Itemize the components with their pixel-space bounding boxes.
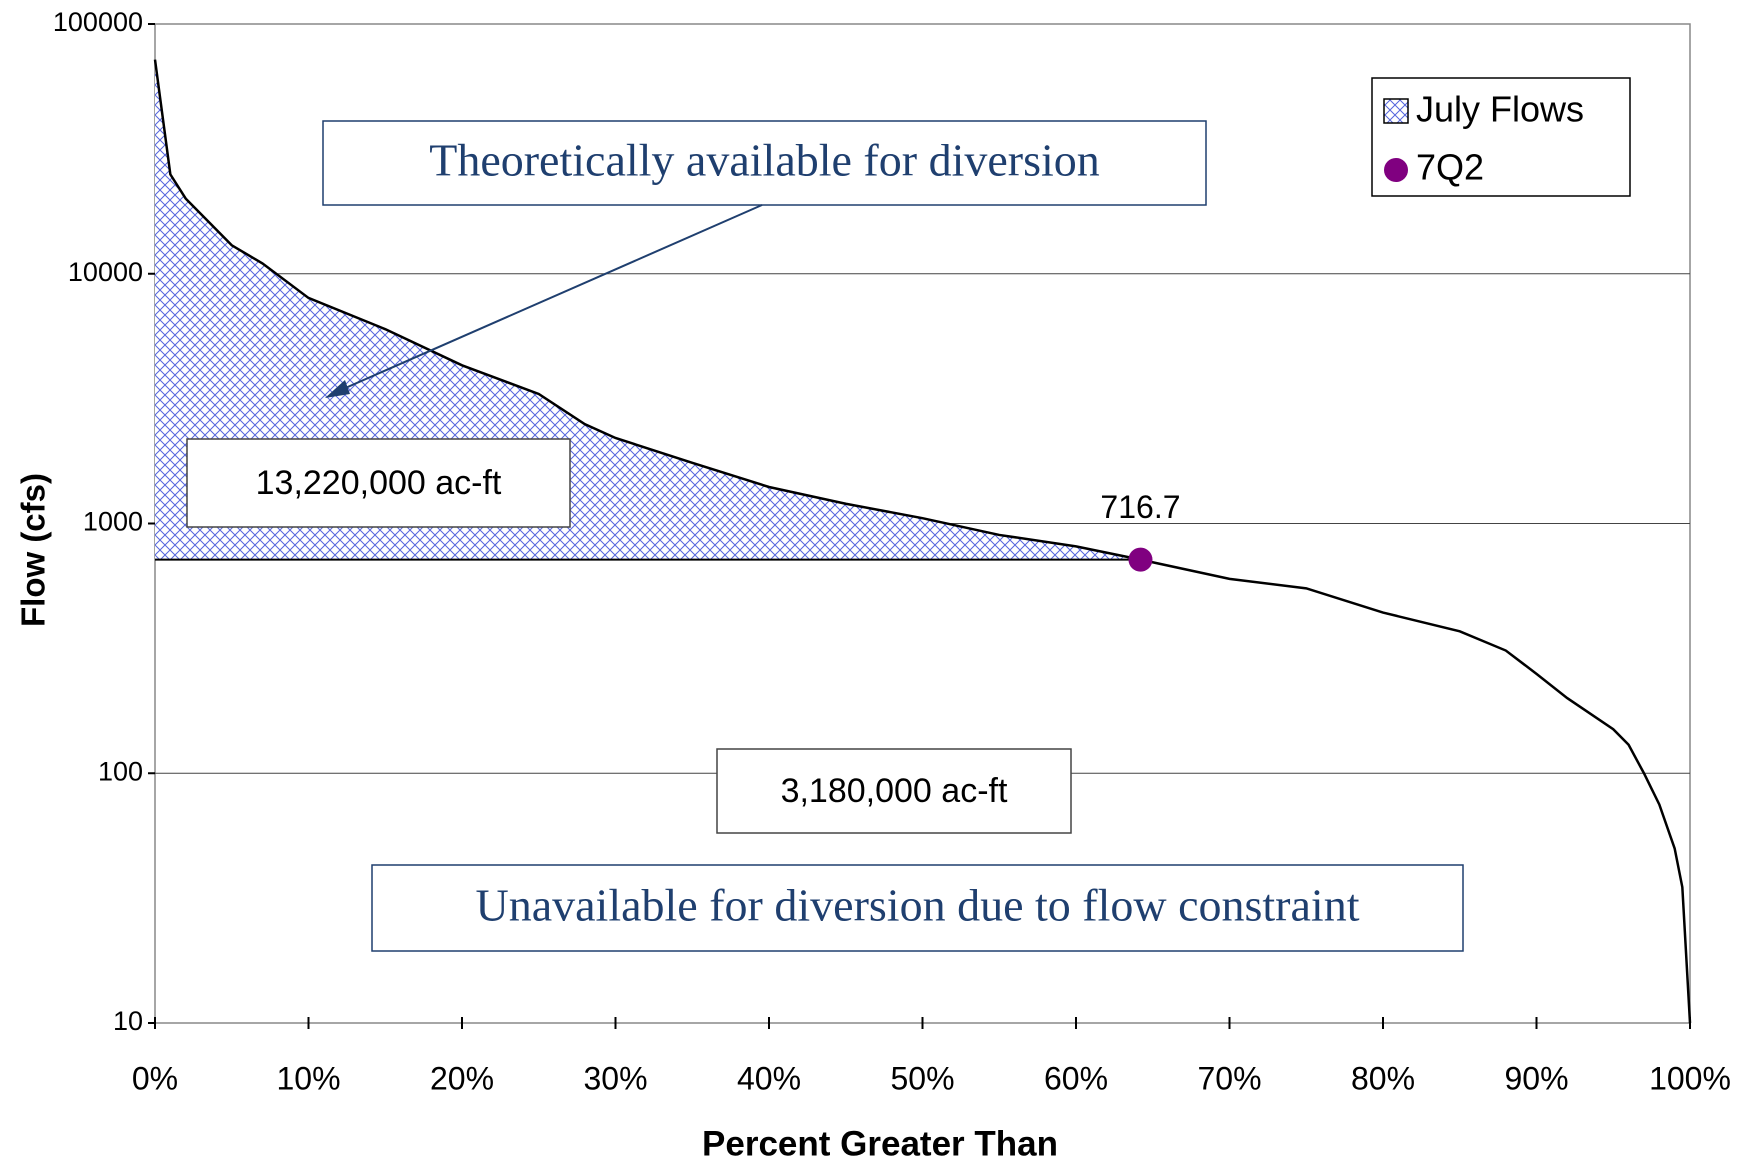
x-tick-label: 10% bbox=[276, 1060, 340, 1096]
legend-label: July Flows bbox=[1416, 89, 1584, 130]
y-tick-label: 10 bbox=[113, 1006, 143, 1036]
annotation: Unavailable for diversion due to flow co… bbox=[476, 880, 1360, 931]
arrow-head bbox=[325, 380, 350, 398]
x-axis-title: Percent Greater Than bbox=[702, 1124, 1058, 1162]
y-axis-title: Flow (cfs) bbox=[15, 473, 52, 627]
data-label: 716.7 bbox=[1100, 489, 1180, 525]
available-area bbox=[155, 59, 1141, 560]
x-tick-label: 0% bbox=[132, 1060, 178, 1096]
legend-box bbox=[1371, 77, 1631, 197]
annotation-box bbox=[186, 438, 571, 528]
legend-label: 7Q2 bbox=[1416, 147, 1484, 188]
7q2-point bbox=[1128, 547, 1153, 572]
y-tick-label: 100000 bbox=[53, 7, 143, 37]
annotation: 13,220,000 ac-ft bbox=[256, 464, 502, 502]
flow-curve bbox=[153, 59, 1692, 1024]
annotation: 3,180,000 ac-ft bbox=[781, 772, 1008, 810]
x-tick-label: 30% bbox=[583, 1060, 647, 1096]
annotation-arrow bbox=[333, 204, 763, 394]
legend-swatch bbox=[1384, 158, 1408, 182]
y-tick-label: 10000 bbox=[68, 257, 143, 287]
y-tick-label: 100 bbox=[98, 756, 143, 786]
annotation-box bbox=[371, 864, 1464, 952]
x-tick-label: 60% bbox=[1044, 1060, 1108, 1096]
x-tick-label: 70% bbox=[1197, 1060, 1261, 1096]
legend-swatch bbox=[1383, 98, 1409, 124]
annotation-box bbox=[716, 748, 1072, 834]
x-tick-label: 100% bbox=[1649, 1060, 1731, 1096]
annotation: Theoretically available for diversion bbox=[429, 135, 1100, 186]
annotation-box bbox=[322, 120, 1207, 206]
x-tick-label: 40% bbox=[737, 1060, 801, 1096]
x-tick-label: 20% bbox=[430, 1060, 494, 1096]
x-tick-label: 50% bbox=[890, 1060, 954, 1096]
x-tick-label: 80% bbox=[1351, 1060, 1415, 1096]
y-tick-label: 1000 bbox=[83, 507, 143, 537]
x-tick-label: 90% bbox=[1504, 1060, 1568, 1096]
